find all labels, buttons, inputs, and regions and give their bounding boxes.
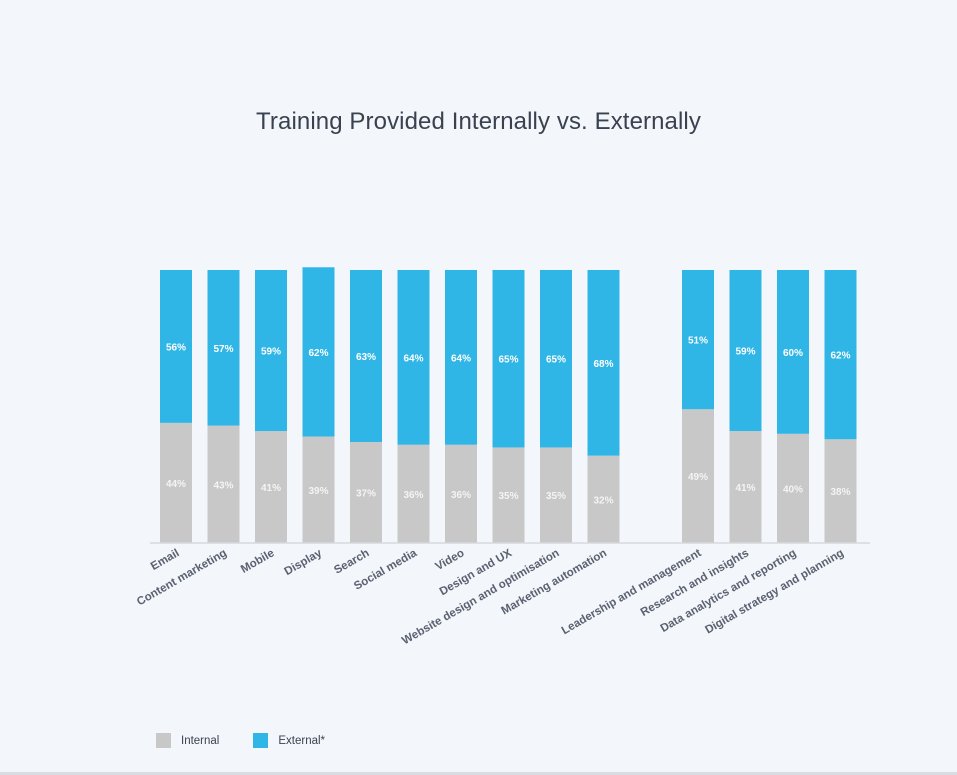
bar-internal-design-and-ux xyxy=(492,447,525,543)
data-label-internal-email: 44% xyxy=(166,479,186,490)
category-label-mobile: Mobile xyxy=(239,547,277,576)
category-label-email: Email xyxy=(149,547,182,573)
bar-external-marketing-automation xyxy=(587,270,620,456)
bar-internal-content-marketing xyxy=(207,425,240,543)
bar-external-website-design-and-optimisation xyxy=(540,270,572,448)
bar-external-content-marketing xyxy=(207,270,240,426)
data-label-internal-marketing-automation: 32% xyxy=(593,495,613,506)
data-label-external-social-media: 64% xyxy=(403,353,423,364)
bar-internal-leadership-and-management xyxy=(682,409,714,543)
data-label-internal-video: 36% xyxy=(451,490,471,501)
data-label-internal-design-and-ux: 35% xyxy=(498,491,518,502)
bar-internal-mobile xyxy=(255,431,287,543)
category-label-display: Display xyxy=(283,547,325,578)
legend-label-internal: Internal xyxy=(181,734,220,747)
bar-internal-research-and-insights xyxy=(729,431,762,543)
data-label-external-leadership-and-management: 51% xyxy=(688,336,708,347)
data-label-external-content-marketing: 57% xyxy=(213,344,233,355)
bar-internal-marketing-automation xyxy=(587,455,620,543)
legend-swatch-external xyxy=(253,733,269,748)
data-label-external-display: 62% xyxy=(308,348,328,359)
bar-external-data-analytics-and-reporting xyxy=(777,270,809,434)
legend-label-external: External* xyxy=(278,734,326,747)
bar-external-design-and-ux xyxy=(492,270,525,448)
bar-external-research-and-insights xyxy=(729,270,762,432)
bar-external-digital-strategy-and-planning xyxy=(824,270,857,440)
legend-item-internal: Internal xyxy=(156,733,219,748)
data-label-external-digital-strategy-and-planning: 62% xyxy=(830,351,850,362)
data-label-external-video: 64% xyxy=(451,353,471,364)
data-label-internal-mobile: 41% xyxy=(261,483,281,494)
legend-swatch-internal xyxy=(156,733,171,748)
bar-external-display xyxy=(302,267,335,437)
bar-internal-email xyxy=(160,422,192,543)
data-label-external-website-design-and-optimisation: 65% xyxy=(546,355,566,366)
data-label-internal-content-marketing: 43% xyxy=(213,480,233,491)
data-label-internal-search: 37% xyxy=(356,488,376,499)
data-label-external-research-and-insights: 59% xyxy=(735,347,755,358)
data-label-external-design-and-ux: 65% xyxy=(498,355,518,366)
data-label-external-email: 56% xyxy=(166,342,186,353)
data-label-internal-display: 39% xyxy=(308,486,328,497)
data-label-external-marketing-automation: 68% xyxy=(593,359,613,370)
data-label-internal-website-design-and-optimisation: 35% xyxy=(546,491,566,502)
category-label-content-marketing: Content marketing xyxy=(135,547,229,608)
data-label-internal-leadership-and-management: 49% xyxy=(688,472,708,483)
data-label-external-data-analytics-and-reporting: 60% xyxy=(783,348,803,359)
bars-group: 44% 56% 43% 57% 41% 59% 39% 62% 37% 63% 36% 64% 36% 6… xyxy=(160,267,857,543)
data-label-internal-social-media: 36% xyxy=(403,490,423,501)
bar-internal-search xyxy=(350,441,382,543)
bar-internal-video xyxy=(445,444,477,543)
bar-internal-display xyxy=(302,436,335,543)
data-label-external-mobile: 59% xyxy=(261,347,281,358)
category-label-video: Video xyxy=(434,547,467,573)
bar-internal-data-analytics-and-reporting xyxy=(777,433,809,543)
data-label-internal-research-and-insights: 41% xyxy=(735,483,755,494)
data-label-internal-digital-strategy-and-planning: 38% xyxy=(830,487,850,498)
legend: Internal External* xyxy=(156,733,325,748)
bar-internal-website-design-and-optimisation xyxy=(540,447,572,543)
legend-item-external: External* xyxy=(253,733,325,748)
bar-external-social-media xyxy=(397,270,430,445)
bottom-divider xyxy=(0,772,957,775)
bar-internal-digital-strategy-and-planning xyxy=(824,439,857,543)
chart-title: Training Provided Internally vs. Externa… xyxy=(256,108,701,135)
bar-external-email xyxy=(160,270,192,423)
category-label-search: Search xyxy=(332,547,371,577)
bar-external-video xyxy=(445,270,477,445)
data-label-internal-data-analytics-and-reporting: 40% xyxy=(783,484,803,495)
bar-external-mobile xyxy=(255,270,287,432)
bar-internal-social-media xyxy=(397,444,430,543)
data-label-external-search: 63% xyxy=(356,352,376,363)
bar-external-leadership-and-management xyxy=(682,270,714,410)
bar-external-search xyxy=(350,270,382,442)
